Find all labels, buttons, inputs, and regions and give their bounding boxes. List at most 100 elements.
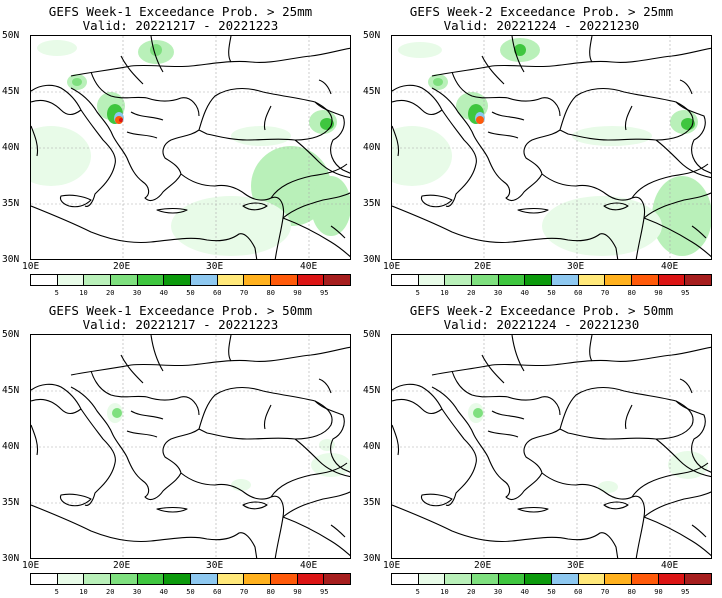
colorbar-label: 95	[681, 289, 690, 297]
panel-valid-dates: Valid: 20221224 - 20221230	[443, 317, 640, 332]
colorbar-swatch	[632, 275, 659, 285]
colorbar-swatch	[217, 275, 245, 285]
colorbar-label: 10	[440, 289, 449, 297]
colorbar-label: 30	[132, 588, 142, 596]
colorbar-label: 60	[213, 588, 222, 596]
probability-shade	[171, 196, 291, 256]
coastlines-and-borders	[31, 36, 350, 259]
colorbar-label: 5	[415, 289, 420, 297]
colorbar-label: 80	[266, 289, 275, 297]
colorbar-label: 60	[574, 588, 583, 596]
lon-label: 40E	[661, 560, 679, 571]
colorbar-label: 20	[106, 588, 115, 596]
colorbar-swatch	[137, 574, 165, 584]
map-area	[30, 35, 351, 260]
colorbar-label: 50	[547, 289, 556, 297]
colorbar-swatch	[658, 275, 686, 285]
colorbar-label: 30	[493, 289, 503, 297]
probability-shade	[476, 116, 484, 124]
lat-label: 50N	[2, 30, 20, 41]
colorbar-label: 10	[79, 588, 88, 596]
probability-colorbar	[30, 274, 351, 286]
colorbar-label: 40	[159, 289, 168, 297]
colorbar-label: 30	[493, 588, 503, 596]
colorbar-label: 60	[213, 289, 222, 297]
colorbar-label: 70	[600, 289, 610, 297]
colorbar-label: 40	[159, 588, 168, 596]
colorbar-label: 5	[54, 289, 59, 297]
panel-title: GEFS Week-2 Exceedance Prob. > 25mm	[409, 4, 674, 19]
probability-shading	[392, 38, 711, 256]
colorbar-label: 10	[440, 588, 449, 596]
colorbar-label: 90	[293, 289, 302, 297]
panel-valid-dates: Valid: 20221217 - 20221223	[82, 317, 279, 332]
probability-shade	[150, 44, 162, 56]
map-area	[391, 334, 712, 559]
colorbar-swatch	[324, 275, 351, 285]
map-panel: GEFS Week-1 Exceedance Prob. > 25mm Vali…	[0, 0, 361, 299]
gridlines	[31, 36, 350, 259]
lon-label: 30E	[206, 261, 224, 272]
probability-shade	[572, 126, 652, 146]
lon-label: 30E	[567, 560, 585, 571]
colorbar-swatch	[472, 275, 499, 285]
colorbar-swatch	[191, 574, 218, 584]
lat-label: 35N	[363, 198, 381, 209]
probability-shade	[72, 78, 82, 86]
map-panel: GEFS Week-2 Exceedance Prob. > 25mm Vali…	[361, 0, 722, 299]
map-area	[30, 334, 351, 559]
lon-label: 20E	[474, 261, 492, 272]
lat-label: 40N	[363, 142, 381, 153]
colorbar-label: 20	[467, 588, 476, 596]
map-panel: GEFS Week-1 Exceedance Prob. > 50mm Vali…	[0, 299, 361, 598]
probability-colorbar	[30, 573, 351, 585]
colorbar-swatch	[498, 574, 526, 584]
lon-label: 30E	[567, 261, 585, 272]
lon-label: 20E	[113, 560, 131, 571]
coastlines-and-borders	[31, 335, 350, 558]
probability-shade	[398, 42, 442, 58]
colorbar-swatch	[137, 275, 165, 285]
probability-shade	[231, 126, 291, 146]
colorbar-swatch	[164, 574, 192, 584]
lat-label: 35N	[2, 198, 20, 209]
panel-title: GEFS Week-1 Exceedance Prob. > 25mm	[48, 4, 313, 19]
probability-shade	[119, 118, 123, 122]
colorbar-label: 90	[654, 588, 663, 596]
colorbar-swatch	[578, 275, 606, 285]
colorbar-swatch	[392, 574, 419, 584]
lat-label: 50N	[363, 30, 381, 41]
colorbar-swatch	[552, 574, 579, 584]
probability-shading	[468, 403, 708, 493]
panel-title: GEFS Week-1 Exceedance Prob. > 50mm	[48, 303, 313, 318]
gridlines	[392, 36, 711, 259]
colorbar-swatch	[31, 275, 58, 285]
colorbar-label: 50	[186, 289, 195, 297]
probability-shade	[112, 408, 122, 418]
colorbar-label: 90	[293, 588, 302, 596]
colorbar-swatch	[525, 574, 553, 584]
colorbar-swatch	[605, 275, 633, 285]
colorbar-swatch	[57, 574, 85, 584]
colorbar-label: 95	[681, 588, 690, 596]
colorbar-swatch	[191, 275, 218, 285]
lat-label: 45N	[363, 86, 381, 97]
colorbar-label: 20	[106, 289, 115, 297]
colorbar-label: 5	[415, 588, 420, 596]
coastlines-and-borders	[392, 335, 711, 558]
colorbar-label: 70	[239, 289, 249, 297]
lat-label: 35N	[363, 497, 381, 508]
colorbar-label: 70	[600, 588, 610, 596]
colorbar-label: 60	[574, 289, 583, 297]
lon-label: 30E	[206, 560, 224, 571]
probability-colorbar	[391, 573, 712, 585]
colorbar-swatch	[271, 275, 298, 285]
map-graphic	[31, 335, 350, 558]
probability-shade	[37, 40, 77, 56]
lat-label: 45N	[363, 385, 381, 396]
colorbar-swatch	[552, 275, 579, 285]
panel-valid-dates: Valid: 20221224 - 20221230	[443, 18, 640, 33]
colorbar-label: 50	[186, 588, 195, 596]
colorbar-label: 80	[627, 588, 636, 596]
lat-label: 45N	[2, 385, 20, 396]
